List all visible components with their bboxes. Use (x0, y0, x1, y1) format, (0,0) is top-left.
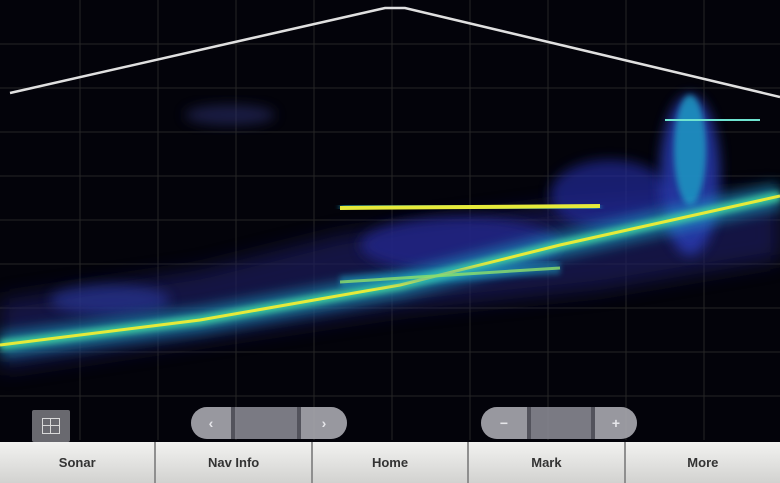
depth-profile-line (9, 6, 780, 99)
home-softkey[interactable]: Home (312, 442, 470, 483)
plus-icon: + (611, 415, 621, 431)
pan-center-button[interactable] (235, 407, 297, 439)
pan-right-button[interactable]: › (301, 407, 347, 439)
mark-softkey[interactable]: Mark (469, 442, 626, 483)
fish-arch-echo (339, 198, 601, 216)
zoom-in-button[interactable]: + (595, 407, 637, 439)
zoom-out-button[interactable]: − (481, 407, 527, 439)
chevron-right-icon: › (321, 415, 327, 431)
minus-icon: − (499, 415, 509, 431)
sonar-echo-view[interactable] (0, 0, 780, 440)
seabed-echo (0, 183, 780, 358)
second-echo (339, 262, 561, 288)
softkey-bar: Sonar Nav Info Home Mark More (0, 442, 780, 483)
chevron-left-icon: ‹ (208, 415, 214, 431)
nav-info-softkey[interactable]: Nav Info (156, 442, 313, 483)
zoom-level-display (531, 407, 591, 439)
sonar-softkey[interactable]: Sonar (0, 442, 157, 483)
more-softkey[interactable]: More (625, 442, 780, 483)
grid-toggle-button[interactable] (32, 410, 70, 442)
grid-icon (42, 418, 60, 434)
pan-left-button[interactable]: ‹ (191, 407, 231, 439)
